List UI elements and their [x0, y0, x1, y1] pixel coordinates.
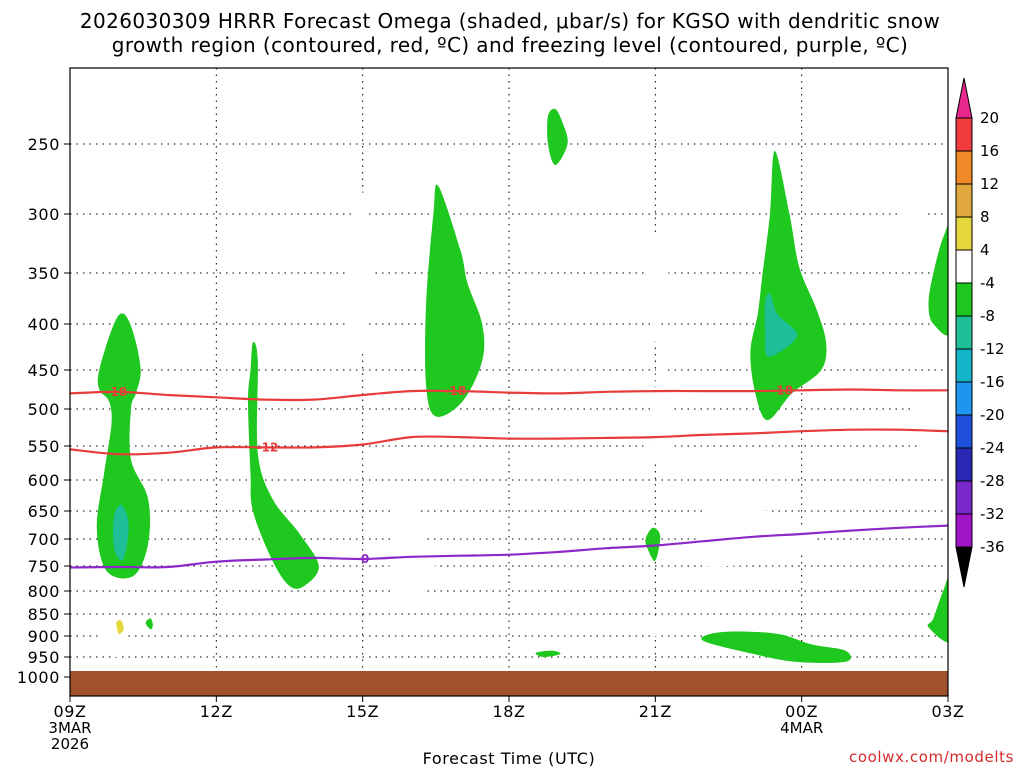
colorbar-label-16: 16 — [980, 142, 999, 160]
colorbar-swatch-8 — [955, 381, 973, 416]
colorbar-label-neg16: -16 — [980, 373, 1005, 391]
colorbar-label-neg4: -4 — [980, 274, 995, 292]
colorbar-swatch-11 — [955, 480, 973, 515]
omega-area-neg4-16 — [535, 650, 561, 658]
omega-area-4-3 — [96, 614, 129, 657]
omega-area-4-6 — [645, 615, 666, 637]
contour-neg12-label-0: -12 — [257, 440, 279, 454]
omega-area-neg4-12 — [425, 184, 485, 417]
contour-neg18-label-2: -18 — [771, 384, 793, 398]
chart-title-line-2: growth region (contoured, red, ºC) and f… — [112, 33, 909, 57]
omega-area-neg4-11 — [248, 341, 319, 589]
omega-area-4-4 — [645, 231, 671, 345]
contour-neg12-line — [70, 428, 948, 456]
colorbar-label-20: 20 — [980, 109, 999, 127]
colorbar-label-neg28: -28 — [980, 472, 1005, 490]
colorbar-top-arrow — [955, 77, 973, 119]
x-tick-label-0-1: 3MAR — [48, 719, 91, 737]
y-tick-label-700: 700 — [28, 530, 60, 549]
y-tick-label-900: 900 — [28, 627, 60, 646]
x-tick-label-12-0: 21Z — [639, 702, 672, 721]
omega-area-neg4-13 — [547, 108, 568, 165]
colorbar-swatch-0 — [955, 117, 973, 152]
contour-neg18-line — [70, 388, 948, 402]
omega-area-neg4-20 — [927, 576, 948, 643]
ground-fill — [70, 671, 948, 696]
omega-area-4-0 — [125, 145, 137, 194]
x-axis-label: Forecast Time (UTC) — [423, 749, 596, 768]
colorbar: 20 16 12 8 4 -4 -8 -12 -16 -20 -24 -28 -32 -36 — [955, 77, 1005, 588]
y-tick-label-450: 450 — [28, 361, 60, 380]
y-tick-label-350: 350 — [28, 264, 60, 283]
x-tick-label-6-0: 15Z — [346, 702, 379, 721]
y-tick-label-850: 850 — [28, 605, 60, 624]
contour-neg18-label-1: -18 — [445, 384, 467, 398]
x-tick-label-3-0: 12Z — [200, 702, 233, 721]
omega-area-4-7 — [695, 486, 817, 567]
omega-area-4-8 — [897, 160, 929, 268]
omega-area-neg8-21 — [113, 504, 129, 561]
y-tick-label-1000: 1000 — [17, 668, 60, 687]
omega-area-neg4-17 — [145, 618, 153, 630]
y-tick-label-650: 650 — [28, 502, 60, 521]
colorbar-swatch-3 — [955, 216, 973, 251]
contour-0-label-0: 0 — [361, 552, 369, 566]
colorbar-swatch-5 — [955, 282, 973, 317]
colorbar-swatch-9 — [955, 414, 973, 449]
colorbar-swatch-10 — [955, 447, 973, 482]
contour-0-line — [70, 524, 948, 569]
omega-area-8-23 — [116, 620, 124, 635]
colorbar-swatch-12 — [955, 513, 973, 548]
x-tick-label-0-0: 09Z — [53, 702, 86, 721]
y-tick-label-400: 400 — [28, 315, 60, 334]
colorbar-label-8: 8 — [980, 208, 990, 226]
y-tick-label-950: 950 — [28, 648, 60, 667]
omega-area-4-5 — [647, 360, 675, 463]
y-tick-label-300: 300 — [28, 205, 60, 224]
credit-link[interactable]: coolwx.com/modelts — [849, 748, 1014, 766]
y-tick-label-500: 500 — [28, 400, 60, 419]
colorbar-label-neg20: -20 — [980, 406, 1005, 424]
colorbar-label-neg24: -24 — [980, 439, 1005, 457]
colorbar-swatch-6 — [955, 315, 973, 350]
plot-area — [70, 68, 948, 696]
y-tick-label-250: 250 — [28, 135, 60, 154]
x-tick-label-18-0: 03Z — [931, 702, 964, 721]
y-tick-label-750: 750 — [28, 557, 60, 576]
omega-area-4-1 — [347, 162, 373, 361]
colorbar-swatch-1 — [955, 150, 973, 185]
colorbar-swatch-4 — [955, 249, 973, 284]
colorbar-label-neg12: -12 — [980, 340, 1005, 358]
y-tick-label-800: 800 — [28, 582, 60, 601]
omega-area-neg4-10 — [96, 313, 151, 579]
omega-area-4-9 — [913, 400, 948, 485]
colorbar-label-12: 12 — [980, 175, 999, 193]
x-tick-label-15-1: 4MAR — [780, 719, 823, 737]
colorbar-label-neg36: -36 — [980, 538, 1005, 556]
contour-lines: -18 -18 -18 -12 0 — [70, 384, 948, 569]
colorbar-bottom-arrow — [955, 546, 973, 588]
omega-area-neg4-19 — [928, 224, 948, 336]
x-tick-label-9-0: 18Z — [492, 702, 525, 721]
x-tick-label-0-2: 2026 — [51, 735, 89, 753]
contour-neg18-label-0: -18 — [105, 385, 127, 399]
omega-area-neg4-15 — [645, 527, 661, 561]
omega-area-neg8-22 — [764, 293, 798, 357]
colorbar-label-neg32: -32 — [980, 505, 1005, 523]
omega-area-4-2 — [388, 487, 436, 603]
y-axis: 250 300 350 400 450 500 550 600 650 700 750 800 850 9… — [17, 135, 70, 687]
colorbar-swatch-2 — [955, 183, 973, 218]
omega-area-neg4-14 — [750, 151, 827, 421]
y-tick-label-600: 600 — [28, 471, 60, 490]
colorbar-label-4: 4 — [980, 241, 990, 259]
x-tick-label-15-0: 00Z — [785, 702, 818, 721]
colorbar-label-neg8: -8 — [980, 307, 995, 325]
omega-area-neg4-18 — [701, 631, 851, 664]
y-tick-label-550: 550 — [28, 437, 60, 456]
chart-title-line-1: 2026030309 HRRR Forecast Omega (shaded, … — [80, 9, 940, 33]
colorbar-swatch-7 — [955, 348, 973, 383]
